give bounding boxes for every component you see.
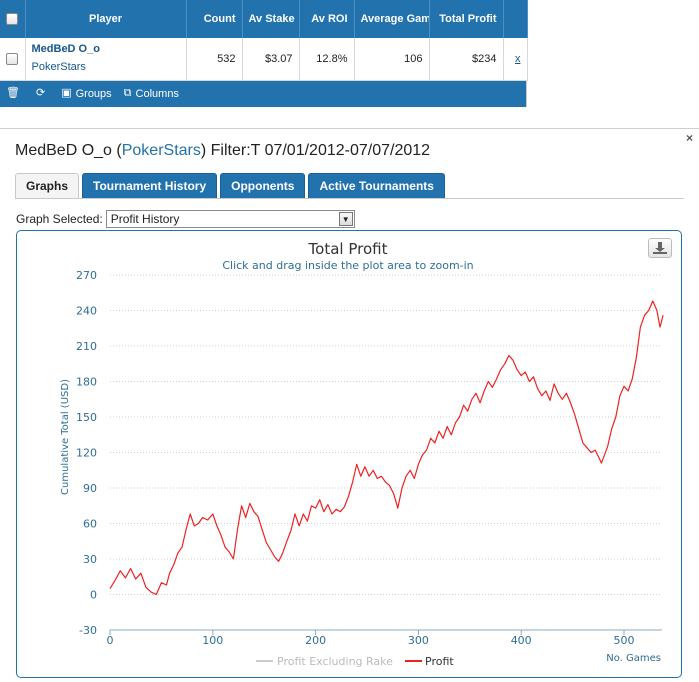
table-row: MedBeD O_o PokerStars 532 $3.07 12.8% 10… [0, 38, 528, 81]
chart-grid [110, 274, 662, 631]
av-roi-cell: 12.8% [299, 38, 355, 81]
close-panel-button[interactable]: × [685, 131, 693, 145]
player-name-link[interactable]: MedBeD O_o [31, 42, 100, 55]
player-detail-panel: × MedBeD O_o (PokerStars) Filter:T 07/01… [0, 128, 699, 682]
header-average-games[interactable]: Average Gam [354, 0, 430, 38]
average-games-cell: 106 [354, 38, 430, 81]
players-table: Player Count Av Stake Av ROI Average Gam… [0, 0, 528, 81]
delete-button[interactable]: 🗑 [6, 88, 24, 99]
columns-icon: ⧉ [123, 87, 132, 99]
legend: Profit Excluding Rake Profit [256, 655, 454, 668]
tab-graphs[interactable]: Graphs [15, 173, 80, 198]
chart-series [109, 300, 664, 596]
refresh-icon: ⟳ [35, 87, 46, 99]
save-icon: ▣ [61, 87, 72, 99]
x-tick-label: 300 [408, 634, 429, 647]
count-cell: 532 [186, 38, 243, 81]
panel-title: MedBeD O_o (PokerStars) Filter:T 07/01/2… [15, 142, 430, 160]
panel-tabs: Graphs Tournament History Opponents Acti… [15, 173, 448, 198]
refresh-button[interactable]: ⟳ [36, 88, 49, 99]
header-total-profit[interactable]: Total Profit [429, 0, 504, 38]
chart-subtitle: Click and drag inside the plot area to z… [222, 259, 473, 272]
columns-label: Columns [135, 87, 179, 100]
graph-select-value: Profit History [110, 212, 180, 226]
select-all-checkbox-cell[interactable] [0, 0, 26, 38]
groups-label: Groups [75, 87, 112, 100]
chart-title: Total Profit [308, 240, 388, 258]
y-tick-label: 120 [76, 447, 97, 460]
y-tick-label: 150 [76, 411, 97, 424]
y-tick-label: 60 [83, 518, 97, 531]
tab-tournament-history[interactable]: Tournament History [82, 173, 218, 198]
tab-active-tournaments[interactable]: Active Tournaments [308, 173, 445, 198]
columns-button[interactable]: ⧉ Columns [124, 88, 179, 100]
graph-selected-label: Graph Selected: [16, 212, 103, 226]
chart-container [16, 230, 682, 678]
y-tick-label: 30 [83, 553, 97, 566]
legend-label-profit: Profit [425, 655, 454, 668]
y-tick-label: 0 [90, 589, 97, 602]
trash-icon: 🗑 [6, 87, 20, 99]
graph-select-dropdown[interactable]: Profit History ▼ [105, 210, 355, 228]
chevron-down-icon[interactable]: ▼ [338, 212, 353, 226]
x-tick-label: 0 [107, 634, 114, 647]
panel-player-name: MedBeD O_o [15, 142, 112, 159]
y-tick-label: 270 [76, 269, 97, 282]
x-tick-label: 400 [511, 634, 532, 647]
table-toolbar: 🗑 ⟳ ▣ Groups ⧉ Columns [0, 80, 526, 107]
header-av-roi[interactable]: Av ROI [299, 0, 355, 38]
y-tick-label: 90 [83, 482, 97, 495]
select-all-checkbox[interactable] [6, 13, 19, 26]
y-tick-label: 210 [76, 340, 97, 353]
y-tick-label: 240 [76, 305, 97, 318]
download-icon [653, 242, 667, 254]
legend-label-profit-excluding-rake: Profit Excluding Rake [277, 655, 393, 668]
export-chart-button[interactable] [648, 238, 672, 258]
x-axis-ticks: 0 100 200 300 400 500 [107, 630, 635, 647]
graph-selector: Graph Selected: Profit History ▼ [16, 210, 355, 228]
row-checkbox-cell[interactable] [0, 38, 26, 81]
header-remove [503, 0, 528, 38]
legend-item-profit-excluding-rake[interactable]: Profit Excluding Rake [256, 655, 393, 668]
table-header-row: Player Count Av Stake Av ROI Average Gam… [0, 0, 528, 38]
y-axis-ticks: 270 240 210 180 150 120 90 60 30 0 -30 [76, 269, 97, 637]
player-cell: MedBeD O_o PokerStars [25, 38, 187, 81]
y-tick-label: -30 [79, 624, 97, 637]
panel-filter-text: ) Filter:T 07/01/2012-07/07/2012 [200, 142, 431, 159]
row-checkbox[interactable] [6, 52, 19, 65]
players-table-wrap: Player Count Av Stake Av ROI Average Gam… [0, 0, 528, 107]
y-axis-label: Cumulative Total (USD) [60, 379, 71, 495]
header-count[interactable]: Count [186, 0, 243, 38]
x-tick-label: 100 [202, 634, 223, 647]
tab-opponents[interactable]: Opponents [220, 173, 306, 198]
total-profit-cell: $234 [429, 38, 504, 81]
remove-cell: x [503, 38, 528, 81]
groups-button[interactable]: ▣ Groups [61, 88, 111, 100]
x-axis-label: No. Games [606, 653, 661, 664]
x-tick-label: 500 [614, 634, 635, 647]
header-av-stake[interactable]: Av Stake [242, 0, 300, 38]
legend-item-profit[interactable]: Profit [405, 655, 454, 668]
panel-paren-open: ( [111, 142, 122, 159]
header-player[interactable]: Player [25, 0, 187, 38]
tab-divider [15, 198, 684, 199]
remove-row-link[interactable]: x [515, 52, 521, 65]
av-stake-cell: $3.07 [242, 38, 300, 81]
player-site-link[interactable]: PokerStars [31, 60, 86, 73]
y-tick-label: 180 [76, 376, 97, 389]
panel-site-link[interactable]: PokerStars [121, 142, 201, 159]
x-tick-label: 200 [305, 634, 326, 647]
series-line-profit [109, 300, 664, 596]
